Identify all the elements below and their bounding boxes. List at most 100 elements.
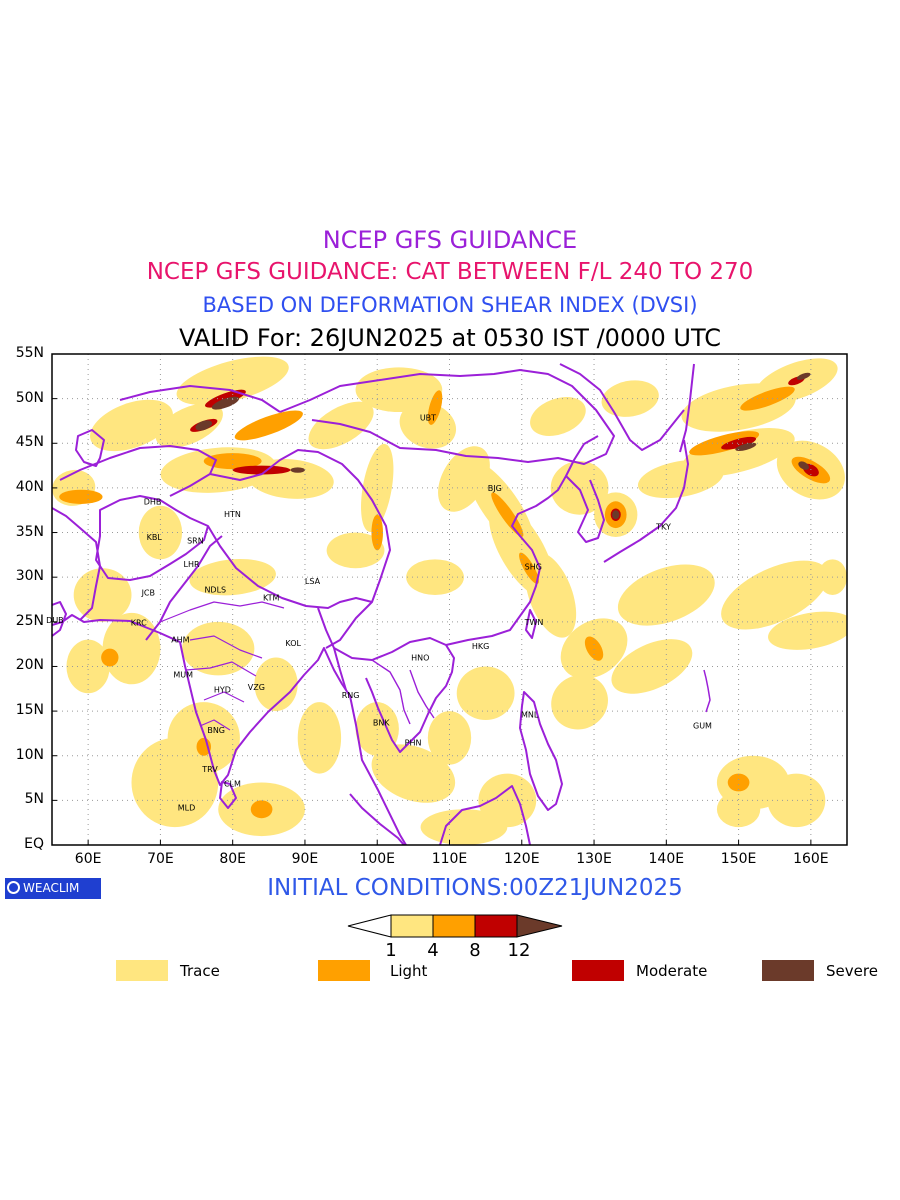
himalaya-border bbox=[207, 525, 373, 609]
station-label-bnk: BNK bbox=[373, 719, 390, 728]
coastline-indochina bbox=[333, 637, 455, 753]
trace-turbulence-area bbox=[308, 401, 374, 450]
trace-turbulence-area bbox=[456, 666, 515, 721]
lat-label: 45N bbox=[15, 434, 44, 451]
country-boundaries bbox=[52, 363, 711, 845]
kazakh-border bbox=[119, 385, 281, 413]
station-label-jcb: JCB bbox=[141, 588, 155, 597]
station-label-mum: MUM bbox=[173, 670, 193, 679]
lat-label: 15N bbox=[15, 702, 44, 719]
colorbar-trace bbox=[390, 914, 434, 938]
station-label-ubt: UBT bbox=[420, 413, 436, 422]
colorbar-below-range bbox=[347, 914, 392, 938]
lon-label: 60E bbox=[74, 851, 102, 867]
trace-turbulence-area bbox=[767, 773, 826, 828]
trace-turbulence-area bbox=[326, 532, 385, 569]
colorbar-tick-4: 4 bbox=[427, 940, 439, 961]
initial-conditions: INITIAL CONDITIONS:00Z21JUN2025 bbox=[267, 875, 683, 901]
lat-label: 40N bbox=[15, 478, 44, 495]
lon-label: 130E bbox=[576, 851, 612, 867]
lon-label: 160E bbox=[793, 851, 829, 867]
station-label-bjg: BJG bbox=[488, 484, 502, 493]
lon-label: 140E bbox=[648, 851, 685, 867]
russia-border bbox=[559, 363, 685, 451]
trace-turbulence-area bbox=[551, 674, 608, 730]
station-label-kbl: KBL bbox=[147, 533, 163, 542]
station-label-vzg: VZG bbox=[248, 683, 265, 692]
product-title: NCEP GFS GUIDANCE: CAT BETWEEN F/L 240 T… bbox=[146, 259, 754, 285]
philippines-outline bbox=[519, 691, 563, 811]
myanmar-border bbox=[317, 607, 347, 691]
logo-text: WEACLIM bbox=[23, 881, 80, 895]
colorbar-light bbox=[432, 914, 476, 938]
borneo-outline bbox=[439, 785, 531, 845]
korea-outline bbox=[565, 475, 605, 543]
colorbar-tick-12: 12 bbox=[507, 940, 531, 961]
legend-label-severe: Severe bbox=[826, 962, 878, 980]
coastline-asia bbox=[52, 614, 407, 845]
station-label-htn: HTN bbox=[224, 510, 241, 519]
station-labels: UBT BJG SHG TKY TWN HKG HNO RNG BNK PHN MNL GUM DHB K… bbox=[46, 413, 712, 812]
lat-label: 25N bbox=[15, 612, 44, 629]
trace-turbulence-area bbox=[73, 568, 132, 622]
lon-label: 120E bbox=[503, 851, 540, 867]
legend-label-light: Light bbox=[390, 962, 428, 980]
lat-label: 35N bbox=[15, 523, 44, 540]
trace-turbulence-area bbox=[611, 639, 693, 694]
lon-label: 80E bbox=[219, 851, 246, 867]
axis-ticks bbox=[52, 353, 812, 846]
station-label-lsa: LSA bbox=[305, 577, 321, 586]
severe-turbulence-area bbox=[195, 420, 213, 431]
station-label-mld: MLD bbox=[178, 804, 196, 813]
trace-turbulence-area bbox=[682, 428, 795, 477]
colorbar-tick-1: 1 bbox=[385, 940, 397, 961]
light-turbulence-area bbox=[101, 648, 119, 667]
trace-turbulence-area bbox=[601, 380, 659, 417]
trace-turbulence-area bbox=[66, 639, 110, 694]
japan-outline bbox=[603, 439, 689, 563]
colorbar-moderate bbox=[474, 914, 518, 938]
legend-swatch-light bbox=[318, 960, 370, 981]
trace-turbulence-area bbox=[420, 809, 508, 845]
sri-lanka-outline bbox=[219, 781, 237, 809]
sumatra-outline bbox=[349, 793, 405, 845]
station-label-dhb: DHB bbox=[144, 497, 162, 506]
trace-turbulence-area bbox=[427, 711, 472, 765]
lat-label: 50N bbox=[15, 389, 44, 406]
trace-turbulence-area bbox=[155, 403, 223, 448]
moderate-turbulence-area bbox=[721, 436, 757, 450]
trace-turbulence-area bbox=[176, 356, 289, 405]
china-west-border bbox=[209, 449, 391, 649]
lon-label: 90E bbox=[291, 851, 319, 867]
micronesia-islands bbox=[703, 669, 711, 713]
legend-swatch-moderate bbox=[572, 960, 624, 981]
station-label-clm: CLM bbox=[224, 779, 241, 788]
light-turbulence-area bbox=[519, 552, 539, 584]
trace-turbulence-area bbox=[721, 560, 829, 630]
moderate-turbulence-area bbox=[232, 465, 291, 475]
lon-label: 110E bbox=[431, 851, 468, 867]
station-label-hyd: HYD bbox=[214, 686, 231, 695]
lon-label: 70E bbox=[147, 851, 174, 867]
main-title: NCEP GFS GUIDANCE bbox=[322, 226, 578, 254]
trace-turbulence-area bbox=[254, 657, 298, 712]
lon-label: 100E bbox=[359, 851, 395, 867]
station-label-lhr: LHR bbox=[183, 560, 199, 569]
cat-map: UBT BJG SHG TKY TWN HKG HNO RNG BNK PHN MNL GUM DHB K… bbox=[46, 353, 848, 846]
station-label-kol: KOL bbox=[285, 639, 301, 648]
trace-turbulence-area bbox=[90, 399, 173, 452]
lat-label: 55N bbox=[15, 345, 44, 361]
station-label-hkg: HKG bbox=[472, 642, 489, 651]
mongolia-border bbox=[279, 369, 615, 465]
trace-turbulence-area bbox=[530, 397, 586, 436]
station-label-rng: RNG bbox=[342, 691, 360, 700]
station-label-twn: TWN bbox=[524, 618, 544, 627]
light-turbulence-area bbox=[584, 636, 604, 661]
legend-swatch-trace bbox=[116, 960, 168, 981]
light-turbulence-area bbox=[427, 390, 443, 425]
station-label-krc: KRC bbox=[131, 619, 147, 628]
station-label-hno: HNO bbox=[411, 654, 429, 663]
light-turbulence-area bbox=[59, 489, 103, 504]
lat-label: 10N bbox=[15, 746, 44, 763]
trace-turbulence-area bbox=[355, 702, 399, 756]
